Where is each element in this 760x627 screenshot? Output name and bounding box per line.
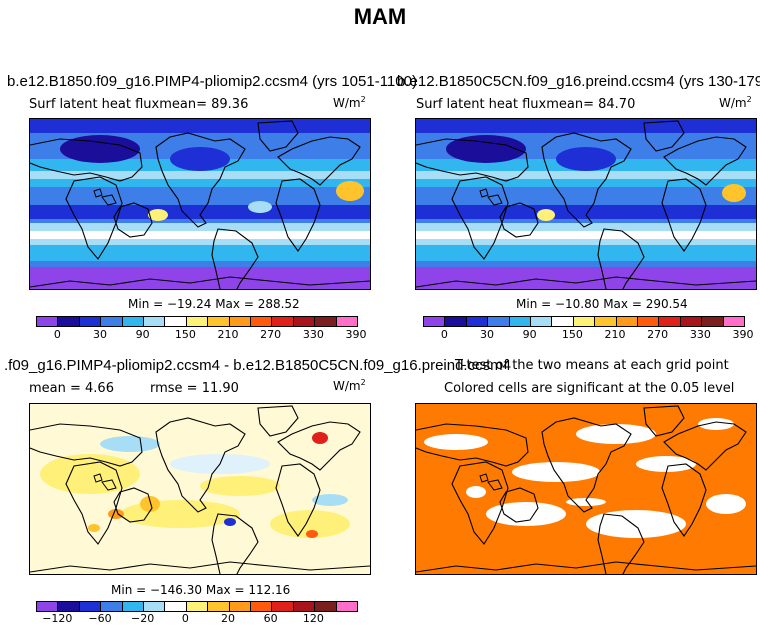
colorbar-tick-label: 270 <box>260 328 282 341</box>
colorbar-tick-label: 150 <box>561 328 583 341</box>
colorbar-tick-label: 0 <box>440 328 448 341</box>
colorbar-swatch <box>336 317 358 326</box>
colorbar-tick-label: 30 <box>93 328 107 341</box>
mean-label: mean = 4.66 <box>29 381 114 396</box>
colorbar-swatch <box>315 317 337 326</box>
colorbar-swatch <box>37 317 59 326</box>
colorbar-swatch <box>509 317 532 326</box>
colorbar-swatch <box>58 317 80 326</box>
colorbar-swatch <box>659 317 681 326</box>
colorbar-swatch <box>122 317 145 326</box>
colorbar-ticks: 0 30 90 150 210 270 330 390 <box>423 328 754 342</box>
colorbar-swatch <box>293 602 316 611</box>
colorbar-tick-label: −20 <box>131 612 155 625</box>
colorbar-swatch <box>165 602 187 611</box>
colorbar-swatch <box>208 602 230 611</box>
colorbar-swatch <box>208 317 230 326</box>
panel-subtitle: Colored cells are significant at the 0.0… <box>444 381 735 396</box>
colorbar-swatch <box>37 602 59 611</box>
colorbar-tick-label: 210 <box>604 328 626 341</box>
colorbar-swatch <box>122 602 145 611</box>
colorbar-swatch <box>702 317 724 326</box>
colorbar-tick-label: 90 <box>135 328 150 341</box>
map-difference <box>29 403 371 575</box>
map-preind <box>415 118 757 290</box>
colorbar-tick-label: 330 <box>689 328 711 341</box>
figure-title: MAM <box>353 4 407 29</box>
colorbar-swatch <box>595 317 617 326</box>
colorbar-swatch <box>680 317 703 326</box>
map-ttest <box>415 403 757 575</box>
colorbar-tick-label: 90 <box>522 328 537 341</box>
colorbar-swatch <box>144 317 166 326</box>
units-label: W/m2 <box>333 95 366 110</box>
minmax-label: Min = −19.24 Max = 288.52 <box>128 297 300 311</box>
colorbar-tick-label: 30 <box>480 328 494 341</box>
colorbar-swatch <box>531 317 553 326</box>
colorbar-swatch <box>723 317 745 326</box>
minmax-label: Min = −10.80 Max = 290.54 <box>516 297 688 311</box>
colorbar-swatch <box>144 602 166 611</box>
colorbar <box>36 601 358 612</box>
colorbar-swatch <box>424 317 446 326</box>
colorbar-swatch <box>293 317 316 326</box>
colorbar <box>423 316 745 327</box>
colorbar-tick-label: 270 <box>647 328 669 341</box>
colorbar-tick-label: 150 <box>174 328 196 341</box>
colorbar-swatch <box>552 317 574 326</box>
colorbar-swatch <box>272 602 294 611</box>
colorbar-swatch <box>573 317 596 326</box>
colorbar-tick-label: 0 <box>53 328 61 341</box>
colorbar-swatch <box>272 317 294 326</box>
colorbar-tick-label: −120 <box>42 612 73 625</box>
panel-title: .f09_g16.PIMP4-pliomip2.ccsm4 - b.e12.B1… <box>4 357 511 374</box>
units-label: W/m2 <box>719 95 752 110</box>
colorbar-ticks: 0 30 90 150 210 270 330 390 <box>36 328 367 342</box>
colorbar-swatch <box>251 317 273 326</box>
colorbar-tick-label: 0 <box>181 612 189 625</box>
colorbar-tick-label: −60 <box>88 612 112 625</box>
colorbar-tick-label: 390 <box>732 328 754 341</box>
rmse-label: rmse = 11.90 <box>150 381 239 396</box>
colorbar-swatch <box>79 602 102 611</box>
minmax-label: Min = −146.30 Max = 112.16 <box>111 583 291 597</box>
panel-subtitle: Surf latent heat fluxmean= 89.36 <box>29 97 249 112</box>
colorbar-swatch <box>186 317 209 326</box>
colorbar-swatch <box>616 317 639 326</box>
colorbar-swatch <box>101 317 123 326</box>
colorbar-ticks: −120 −60 −20 0 20 60 120 <box>36 612 356 626</box>
colorbar-swatch <box>229 602 252 611</box>
colorbar-swatch <box>101 602 123 611</box>
colorbar-tick-label: 210 <box>217 328 239 341</box>
colorbar-swatch <box>58 602 80 611</box>
panel-subtitle: Surf latent heat fluxmean= 84.70 <box>416 97 636 112</box>
colorbar-swatch <box>165 317 187 326</box>
colorbar-swatch <box>488 317 510 326</box>
colorbar-swatch <box>315 602 337 611</box>
colorbar-swatch <box>79 317 102 326</box>
panel-title: b.e12.B1850.f09_g16.PIMP4-pliomip2.ccsm4… <box>7 73 417 90</box>
colorbar-swatch <box>251 602 273 611</box>
colorbar-tick-label: 20 <box>221 612 235 625</box>
colorbar <box>36 316 358 327</box>
colorbar-tick-label: 390 <box>345 328 367 341</box>
colorbar-swatch <box>638 317 660 326</box>
units-label: W/m2 <box>333 378 366 393</box>
colorbar-swatch <box>445 317 467 326</box>
colorbar-tick-label: 60 <box>263 612 278 625</box>
colorbar-tick-label: 120 <box>302 612 324 625</box>
panel-title: b.e12.B1850C5CN.f09_g16.preind.ccsm4 (yr… <box>397 73 760 90</box>
colorbar-tick-label: 330 <box>302 328 324 341</box>
colorbar-swatch <box>336 602 358 611</box>
panel-title: T-test of the two means at each grid poi… <box>455 358 729 373</box>
colorbar-swatch <box>186 602 209 611</box>
colorbar-swatch <box>229 317 252 326</box>
map-pliomip <box>29 118 371 290</box>
colorbar-swatch <box>466 317 489 326</box>
